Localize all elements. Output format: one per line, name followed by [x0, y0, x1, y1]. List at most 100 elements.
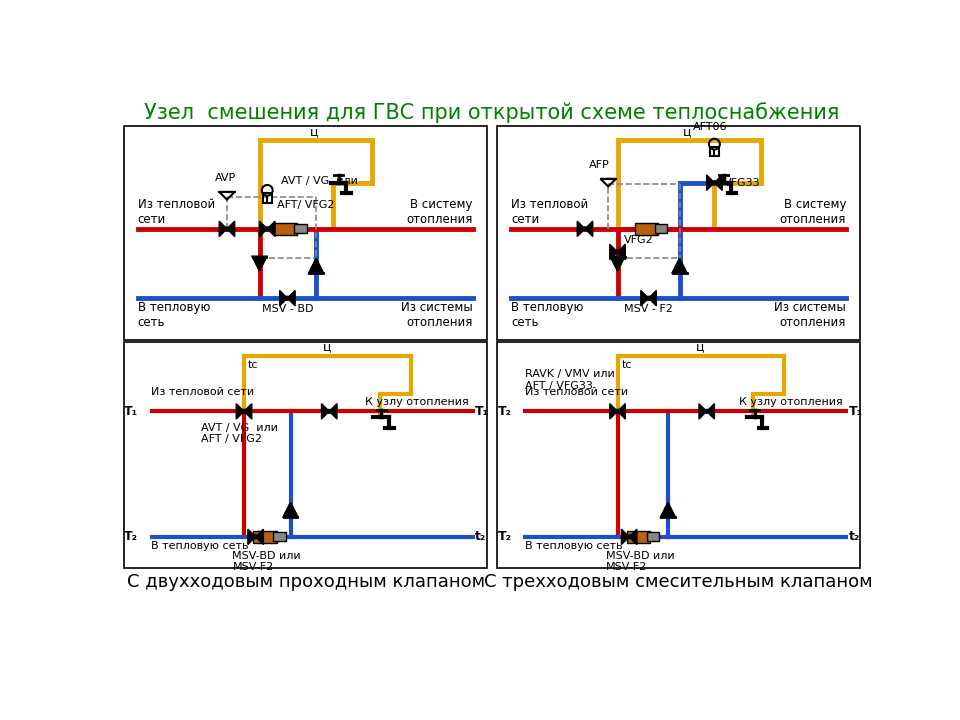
Text: ц: ц	[309, 125, 318, 138]
Circle shape	[615, 410, 619, 413]
Bar	[709, 147, 719, 156]
Polygon shape	[236, 404, 244, 419]
Circle shape	[705, 410, 708, 413]
Text: Из тепловой сети: Из тепловой сети	[151, 387, 254, 397]
Text: Узел  смешения для ГВС при открытой схеме теплоснабжения: Узел смешения для ГВС при открытой схеме…	[144, 102, 840, 122]
Text: ц: ц	[696, 341, 705, 354]
Circle shape	[647, 296, 651, 300]
Bar	[275, 222, 298, 235]
Text: MSV - BD: MSV - BD	[262, 305, 313, 315]
Polygon shape	[287, 290, 295, 306]
Text: AFT06: AFT06	[693, 122, 728, 132]
Text: AFP: AFP	[588, 160, 610, 169]
Circle shape	[327, 410, 331, 413]
Text: Из тепловой
сети: Из тепловой сети	[138, 198, 215, 226]
Text: VFG33: VFG33	[724, 178, 760, 188]
Polygon shape	[227, 221, 234, 237]
Text: ц: ц	[684, 125, 691, 138]
Polygon shape	[610, 244, 617, 260]
Polygon shape	[244, 404, 252, 419]
Polygon shape	[248, 529, 255, 544]
Circle shape	[242, 410, 246, 413]
Polygon shape	[329, 404, 337, 419]
Circle shape	[615, 250, 619, 254]
Polygon shape	[660, 503, 675, 517]
Circle shape	[265, 227, 269, 231]
Polygon shape	[219, 221, 227, 237]
Polygon shape	[707, 175, 714, 190]
Text: Из тепловой
сети: Из тепловой сети	[512, 198, 588, 226]
Text: С двухходовым проходным клапаном: С двухходовым проходным клапаном	[127, 573, 485, 591]
Text: К узлу отопления: К узлу отопления	[738, 397, 842, 408]
Text: MSV-BD или
MSV-F2: MSV-BD или MSV-F2	[232, 551, 301, 572]
Text: В систему
отопления: В систему отопления	[780, 198, 846, 226]
Text: AVP: AVP	[215, 173, 236, 183]
Text: С трехходовым смесительным клапаном: С трехходовым смесительным клапаном	[484, 573, 873, 591]
Circle shape	[712, 181, 716, 184]
Text: Из тепловой сети: Из тепловой сети	[524, 387, 628, 397]
Polygon shape	[267, 221, 275, 237]
Polygon shape	[621, 529, 629, 544]
Text: В систему
отопления: В систему отопления	[406, 198, 472, 226]
Text: К узлу отопления: К узлу отопления	[365, 397, 468, 408]
Circle shape	[253, 535, 257, 539]
Polygon shape	[617, 404, 625, 419]
Polygon shape	[617, 244, 625, 260]
Text: tс: tс	[248, 360, 258, 370]
Bar	[635, 222, 658, 235]
Bar	[647, 532, 660, 541]
Polygon shape	[714, 175, 722, 190]
Polygon shape	[649, 290, 657, 306]
Text: tс: tс	[621, 360, 632, 370]
Bar	[124, 127, 487, 341]
Text: Из системы
отопления: Из системы отопления	[775, 301, 846, 329]
Text: В тепловую сеть: В тепловую сеть	[524, 541, 622, 551]
Text: В тепловую
сеть: В тепловую сеть	[512, 301, 584, 329]
Polygon shape	[309, 259, 324, 273]
Text: AVT / VG  или: AVT / VG или	[281, 176, 358, 186]
Text: T₂: T₂	[124, 531, 138, 544]
Bar	[627, 531, 650, 543]
Polygon shape	[259, 221, 267, 237]
Polygon shape	[252, 256, 267, 271]
Text: VFG2: VFG2	[624, 235, 654, 245]
Polygon shape	[610, 404, 617, 419]
Polygon shape	[611, 256, 625, 271]
Polygon shape	[322, 404, 329, 419]
Bar	[655, 224, 667, 233]
Text: t₂: t₂	[849, 531, 860, 544]
Text: MSV-BD или
MSV-F2: MSV-BD или MSV-F2	[606, 551, 675, 572]
Text: T₁: T₁	[475, 405, 489, 418]
Polygon shape	[629, 529, 636, 544]
Polygon shape	[673, 259, 686, 273]
Circle shape	[285, 296, 289, 300]
Text: T₂: T₂	[497, 405, 512, 418]
Text: AVT / VG  или
AFT / VFG2: AVT / VG или AFT / VFG2	[202, 423, 278, 444]
Polygon shape	[283, 503, 298, 517]
Text: T₂: T₂	[497, 531, 512, 544]
Polygon shape	[585, 221, 592, 237]
Text: RAVK / VMV или
AFT / VFG33: RAVK / VMV или AFT / VFG33	[524, 369, 614, 390]
Text: ц: ц	[323, 341, 331, 354]
Text: В тепловую
сеть: В тепловую сеть	[138, 301, 210, 329]
Bar	[274, 532, 286, 541]
Bar	[124, 342, 487, 567]
Bar	[497, 342, 860, 567]
Text: T₁: T₁	[124, 405, 138, 418]
Polygon shape	[699, 404, 707, 419]
Polygon shape	[255, 529, 263, 544]
Bar	[295, 224, 307, 233]
Circle shape	[225, 227, 228, 231]
Text: MSV - F2: MSV - F2	[624, 305, 673, 315]
Polygon shape	[279, 290, 287, 306]
Text: T₁: T₁	[849, 405, 863, 418]
Polygon shape	[577, 221, 585, 237]
Bar	[263, 194, 272, 202]
Polygon shape	[707, 404, 714, 419]
Bar	[497, 127, 860, 341]
Text: t₂: t₂	[475, 531, 486, 544]
Bar	[253, 531, 276, 543]
Circle shape	[583, 227, 587, 231]
Text: Из системы
отопления: Из системы отопления	[401, 301, 472, 329]
Polygon shape	[641, 290, 649, 306]
